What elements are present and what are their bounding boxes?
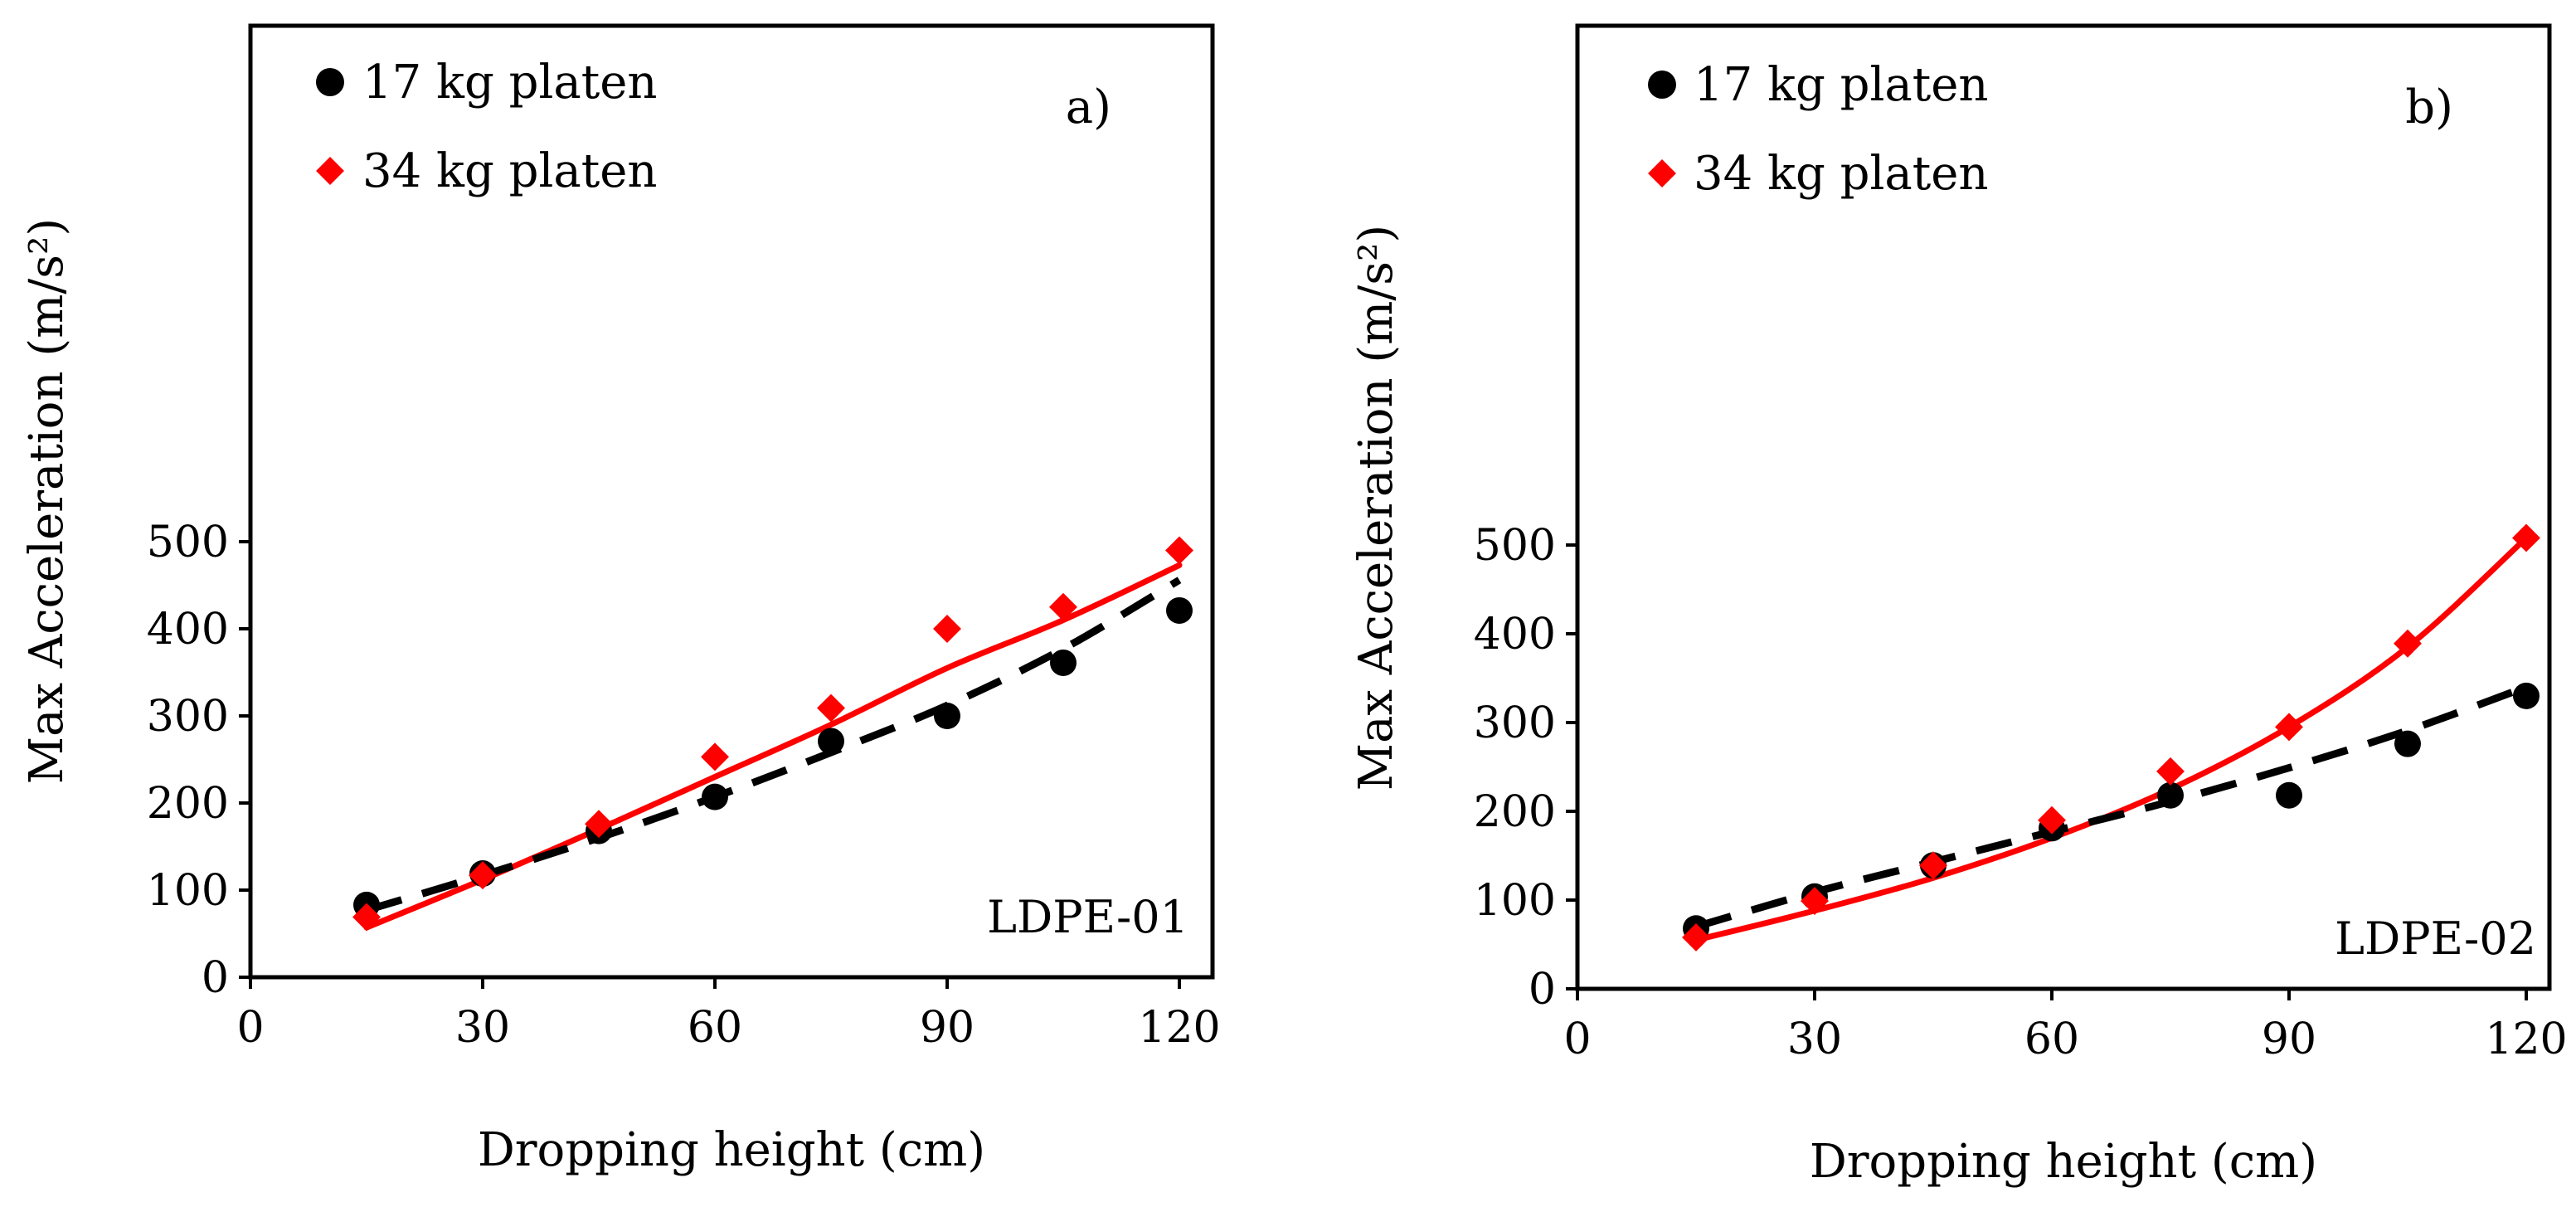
data-point-34kg xyxy=(817,694,845,723)
plot-frame-b xyxy=(1575,23,2552,991)
data-point-17kg xyxy=(1166,596,1193,624)
sample-label-b: LDPE-02 xyxy=(2335,913,2536,965)
data-point-34kg xyxy=(1919,851,1947,880)
legend-marker-diamond xyxy=(1648,159,1676,187)
x-tick-label: 90 xyxy=(2262,1015,2316,1064)
data-point-34kg xyxy=(585,810,613,839)
legend-label-34kg: 34 kg platen xyxy=(1694,147,1989,201)
data-point-34kg xyxy=(1801,887,1829,916)
data-point-34kg xyxy=(352,903,381,932)
y-tick-label: 0 xyxy=(202,953,229,1003)
x-tick-label: 0 xyxy=(1563,1015,1591,1064)
x-tick-label: 90 xyxy=(920,1003,975,1053)
fit-lines-a xyxy=(363,562,1183,931)
y-tick-label: 200 xyxy=(1474,787,1556,837)
data-point-17kg xyxy=(2157,781,2184,809)
panel-label-a: a) xyxy=(1066,80,1111,134)
x-tick-label: 120 xyxy=(1138,1003,1220,1053)
x-tick-label: 120 xyxy=(2485,1015,2567,1064)
x-tick-label: 30 xyxy=(455,1003,510,1053)
legend-label-17kg: 17 kg platen xyxy=(362,56,658,110)
legend-a: 17 kg platen 34 kg platen xyxy=(316,56,658,198)
fit-lines-b xyxy=(1693,534,2530,943)
legend-marker-diamond xyxy=(316,157,344,185)
data-point-34kg xyxy=(469,861,497,890)
data-point-17kg xyxy=(2394,730,2421,757)
y-tick-label: 0 xyxy=(1529,965,1556,1015)
data-points-b xyxy=(1682,523,2540,951)
sample-label-a: LDPE-01 xyxy=(987,891,1188,943)
legend-label-34kg: 34 kg platen xyxy=(362,144,658,198)
panel-a: 0 30 60 90 120 0 100 200 300 400 500 Dro… xyxy=(20,23,1221,1177)
y-tick-label: 400 xyxy=(147,605,229,655)
fit-line-17kg-b xyxy=(1694,683,2528,931)
tick-labels-b: 0 30 60 90 120 0 100 200 300 400 500 xyxy=(1474,521,2568,1064)
y-axis-title-a: Max Acceleration (m/s²) xyxy=(20,218,74,784)
x-axis-title-b: Dropping height (cm) xyxy=(1810,1135,2317,1189)
fit-line-17kg-a xyxy=(365,577,1182,914)
data-point-17kg xyxy=(702,783,728,810)
tick-labels-a: 0 30 60 90 120 0 100 200 300 400 500 xyxy=(147,518,1221,1053)
data-point-34kg xyxy=(1165,536,1193,565)
data-point-17kg xyxy=(934,703,960,729)
plot-frame-a xyxy=(248,23,1215,980)
panel-b: 0 30 60 90 120 0 100 200 300 400 500 Dro… xyxy=(1349,23,2568,1189)
data-point-17kg xyxy=(818,728,844,755)
y-tick-label: 300 xyxy=(147,692,229,742)
legend-marker-circle xyxy=(1648,71,1676,99)
x-tick-label: 30 xyxy=(1787,1015,1842,1064)
x-tick-label: 60 xyxy=(2024,1015,2079,1064)
y-tick-label: 100 xyxy=(147,866,229,916)
y-axis-title-b: Max Acceleration (m/s²) xyxy=(1349,225,1403,791)
data-points-a xyxy=(352,536,1193,932)
data-point-17kg xyxy=(2276,781,2302,809)
data-point-34kg xyxy=(701,742,729,771)
data-point-34kg xyxy=(2156,757,2185,786)
y-tick-label: 400 xyxy=(1474,610,1556,659)
legend-marker-circle xyxy=(316,68,344,96)
legend-label-17kg: 17 kg platen xyxy=(1694,58,1989,112)
x-axis-title-a: Dropping height (cm) xyxy=(478,1123,985,1177)
x-tick-label: 0 xyxy=(236,1003,264,1053)
y-tick-label: 500 xyxy=(147,518,229,567)
legend-b: 17 kg platen 34 kg platen xyxy=(1648,58,1989,201)
data-point-17kg xyxy=(2513,682,2540,709)
axis-ticks-a xyxy=(239,540,1181,989)
y-tick-label: 500 xyxy=(1474,521,1556,571)
y-tick-label: 100 xyxy=(1474,876,1556,926)
y-tick-label: 300 xyxy=(1474,698,1556,748)
y-tick-label: 200 xyxy=(147,779,229,829)
axis-ticks-b xyxy=(1566,543,2528,1000)
data-point-34kg xyxy=(1049,592,1077,621)
panel-label-b: b) xyxy=(2405,80,2453,134)
data-point-34kg xyxy=(933,615,961,643)
x-tick-label: 60 xyxy=(688,1003,742,1053)
data-point-34kg xyxy=(2275,713,2303,742)
data-point-34kg xyxy=(1682,922,1710,951)
data-point-17kg xyxy=(1050,649,1077,676)
